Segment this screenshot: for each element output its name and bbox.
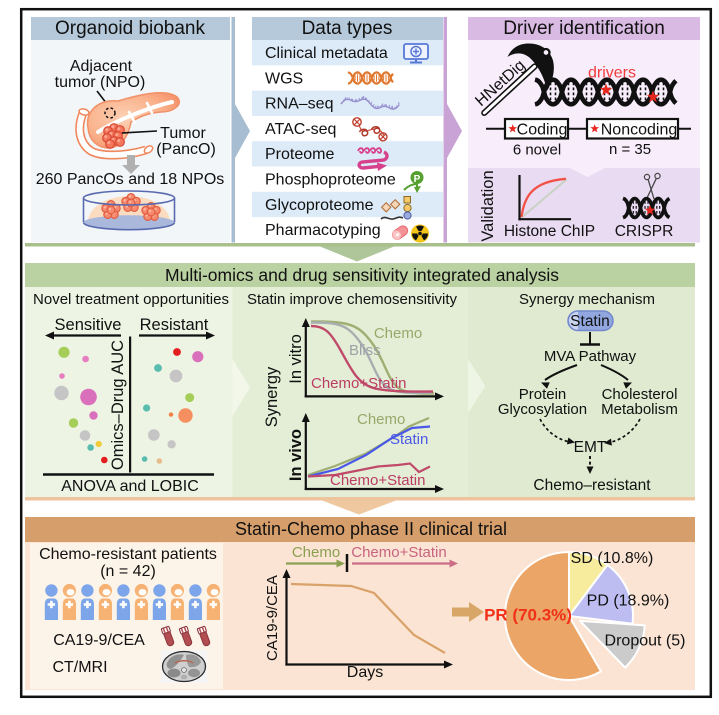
svg-text:CRISPR: CRISPR bbox=[615, 223, 674, 240]
svg-text:CA19-9/CEA: CA19-9/CEA bbox=[53, 632, 145, 649]
svg-text:Statin-Chemo phase II clinical: Statin-Chemo phase II clinical trial bbox=[235, 519, 507, 539]
svg-text:EMT: EMT bbox=[574, 439, 607, 456]
svg-text:Noncoding: Noncoding bbox=[601, 122, 678, 139]
svg-text:In vitro: In vitro bbox=[287, 334, 305, 384]
svg-text:WGS: WGS bbox=[265, 70, 303, 87]
svg-text:Chemo: Chemo bbox=[357, 411, 405, 428]
svg-text:Multi-omics and drug sensitivi: Multi-omics and drug sensitivity integra… bbox=[165, 265, 559, 285]
svg-text:Proteome: Proteome bbox=[265, 146, 334, 163]
svg-text:Dropout (5): Dropout (5) bbox=[605, 633, 686, 650]
svg-text:Phosphoproteome: Phosphoproteome bbox=[265, 172, 396, 189]
svg-text:tumor (NPO): tumor (NPO) bbox=[55, 74, 146, 91]
svg-text:Chemo+Statin: Chemo+Statin bbox=[351, 544, 446, 561]
svg-text:Chemo: Chemo bbox=[292, 544, 340, 561]
svg-text:Glycoproteome: Glycoproteome bbox=[265, 197, 374, 214]
svg-text:Glycosylation: Glycosylation bbox=[498, 401, 587, 418]
svg-text:Synergy: Synergy bbox=[263, 366, 281, 427]
svg-text:Data types: Data types bbox=[302, 18, 393, 39]
svg-text:n = 35: n = 35 bbox=[609, 141, 651, 158]
svg-text:PR (70.3%): PR (70.3%) bbox=[484, 606, 572, 625]
svg-text:260 PancOs and 18 NPOs: 260 PancOs and 18 NPOs bbox=[36, 171, 225, 188]
svg-text:Driver identification: Driver identification bbox=[503, 18, 665, 39]
svg-text:Histone ChIP: Histone ChIP bbox=[504, 223, 595, 240]
svg-text:ATAC-seq: ATAC-seq bbox=[265, 121, 336, 138]
svg-text:Bliss: Bliss bbox=[349, 342, 381, 359]
svg-text:Tumor: Tumor bbox=[160, 125, 206, 142]
svg-text:Statin: Statin bbox=[570, 313, 610, 330]
svg-text:Pharmacotyping: Pharmacotyping bbox=[265, 222, 381, 239]
svg-text:RNA–seq: RNA–seq bbox=[265, 96, 333, 113]
svg-text:Sensitive: Sensitive bbox=[55, 316, 122, 334]
svg-text:Chemo+Statin: Chemo+Statin bbox=[311, 375, 406, 392]
svg-text:Synergy mechanism: Synergy mechanism bbox=[519, 291, 655, 308]
svg-text:Clinical metadata: Clinical metadata bbox=[265, 45, 388, 62]
svg-text:Resistant: Resistant bbox=[140, 316, 209, 334]
svg-text:In vivo: In vivo bbox=[287, 429, 305, 481]
svg-text:SD (10.8%): SD (10.8%) bbox=[571, 550, 654, 567]
svg-text:Statin improve chemosensitivit: Statin improve chemosensitivity bbox=[247, 291, 458, 308]
svg-text:(PancO): (PancO) bbox=[156, 141, 216, 158]
svg-text:CT/MRI: CT/MRI bbox=[52, 659, 107, 676]
svg-text:Coding: Coding bbox=[517, 122, 568, 139]
svg-text:Metabolism: Metabolism bbox=[601, 401, 678, 418]
svg-text:(n = 42): (n = 42) bbox=[100, 563, 156, 580]
svg-text:MVA Pathway: MVA Pathway bbox=[544, 348, 637, 365]
svg-text:Omics–Drug AUC: Omics–Drug AUC bbox=[109, 340, 127, 470]
svg-text:Validation: Validation bbox=[479, 170, 497, 241]
svg-text:Statin: Statin bbox=[390, 431, 428, 448]
svg-text:CA19-9/CEA: CA19-9/CEA bbox=[264, 575, 281, 661]
svg-text:ANOVA and LOBIC: ANOVA and LOBIC bbox=[61, 478, 199, 495]
svg-text:Chemo: Chemo bbox=[374, 325, 422, 342]
svg-text:Chemo+Statin: Chemo+Statin bbox=[330, 472, 425, 489]
svg-text:Organoid biobank: Organoid biobank bbox=[55, 18, 205, 39]
svg-text:PD (18.9%): PD (18.9%) bbox=[587, 593, 670, 610]
svg-text:Novel treatment opportunities: Novel treatment opportunities bbox=[33, 291, 229, 308]
svg-text:Adjacent: Adjacent bbox=[70, 58, 133, 75]
svg-text:Days: Days bbox=[347, 664, 383, 681]
svg-text:6 novel: 6 novel bbox=[513, 142, 561, 159]
svg-text:Chemo-resistant patients: Chemo-resistant patients bbox=[39, 546, 217, 563]
svg-text:Chemo–resistant: Chemo–resistant bbox=[533, 477, 651, 494]
